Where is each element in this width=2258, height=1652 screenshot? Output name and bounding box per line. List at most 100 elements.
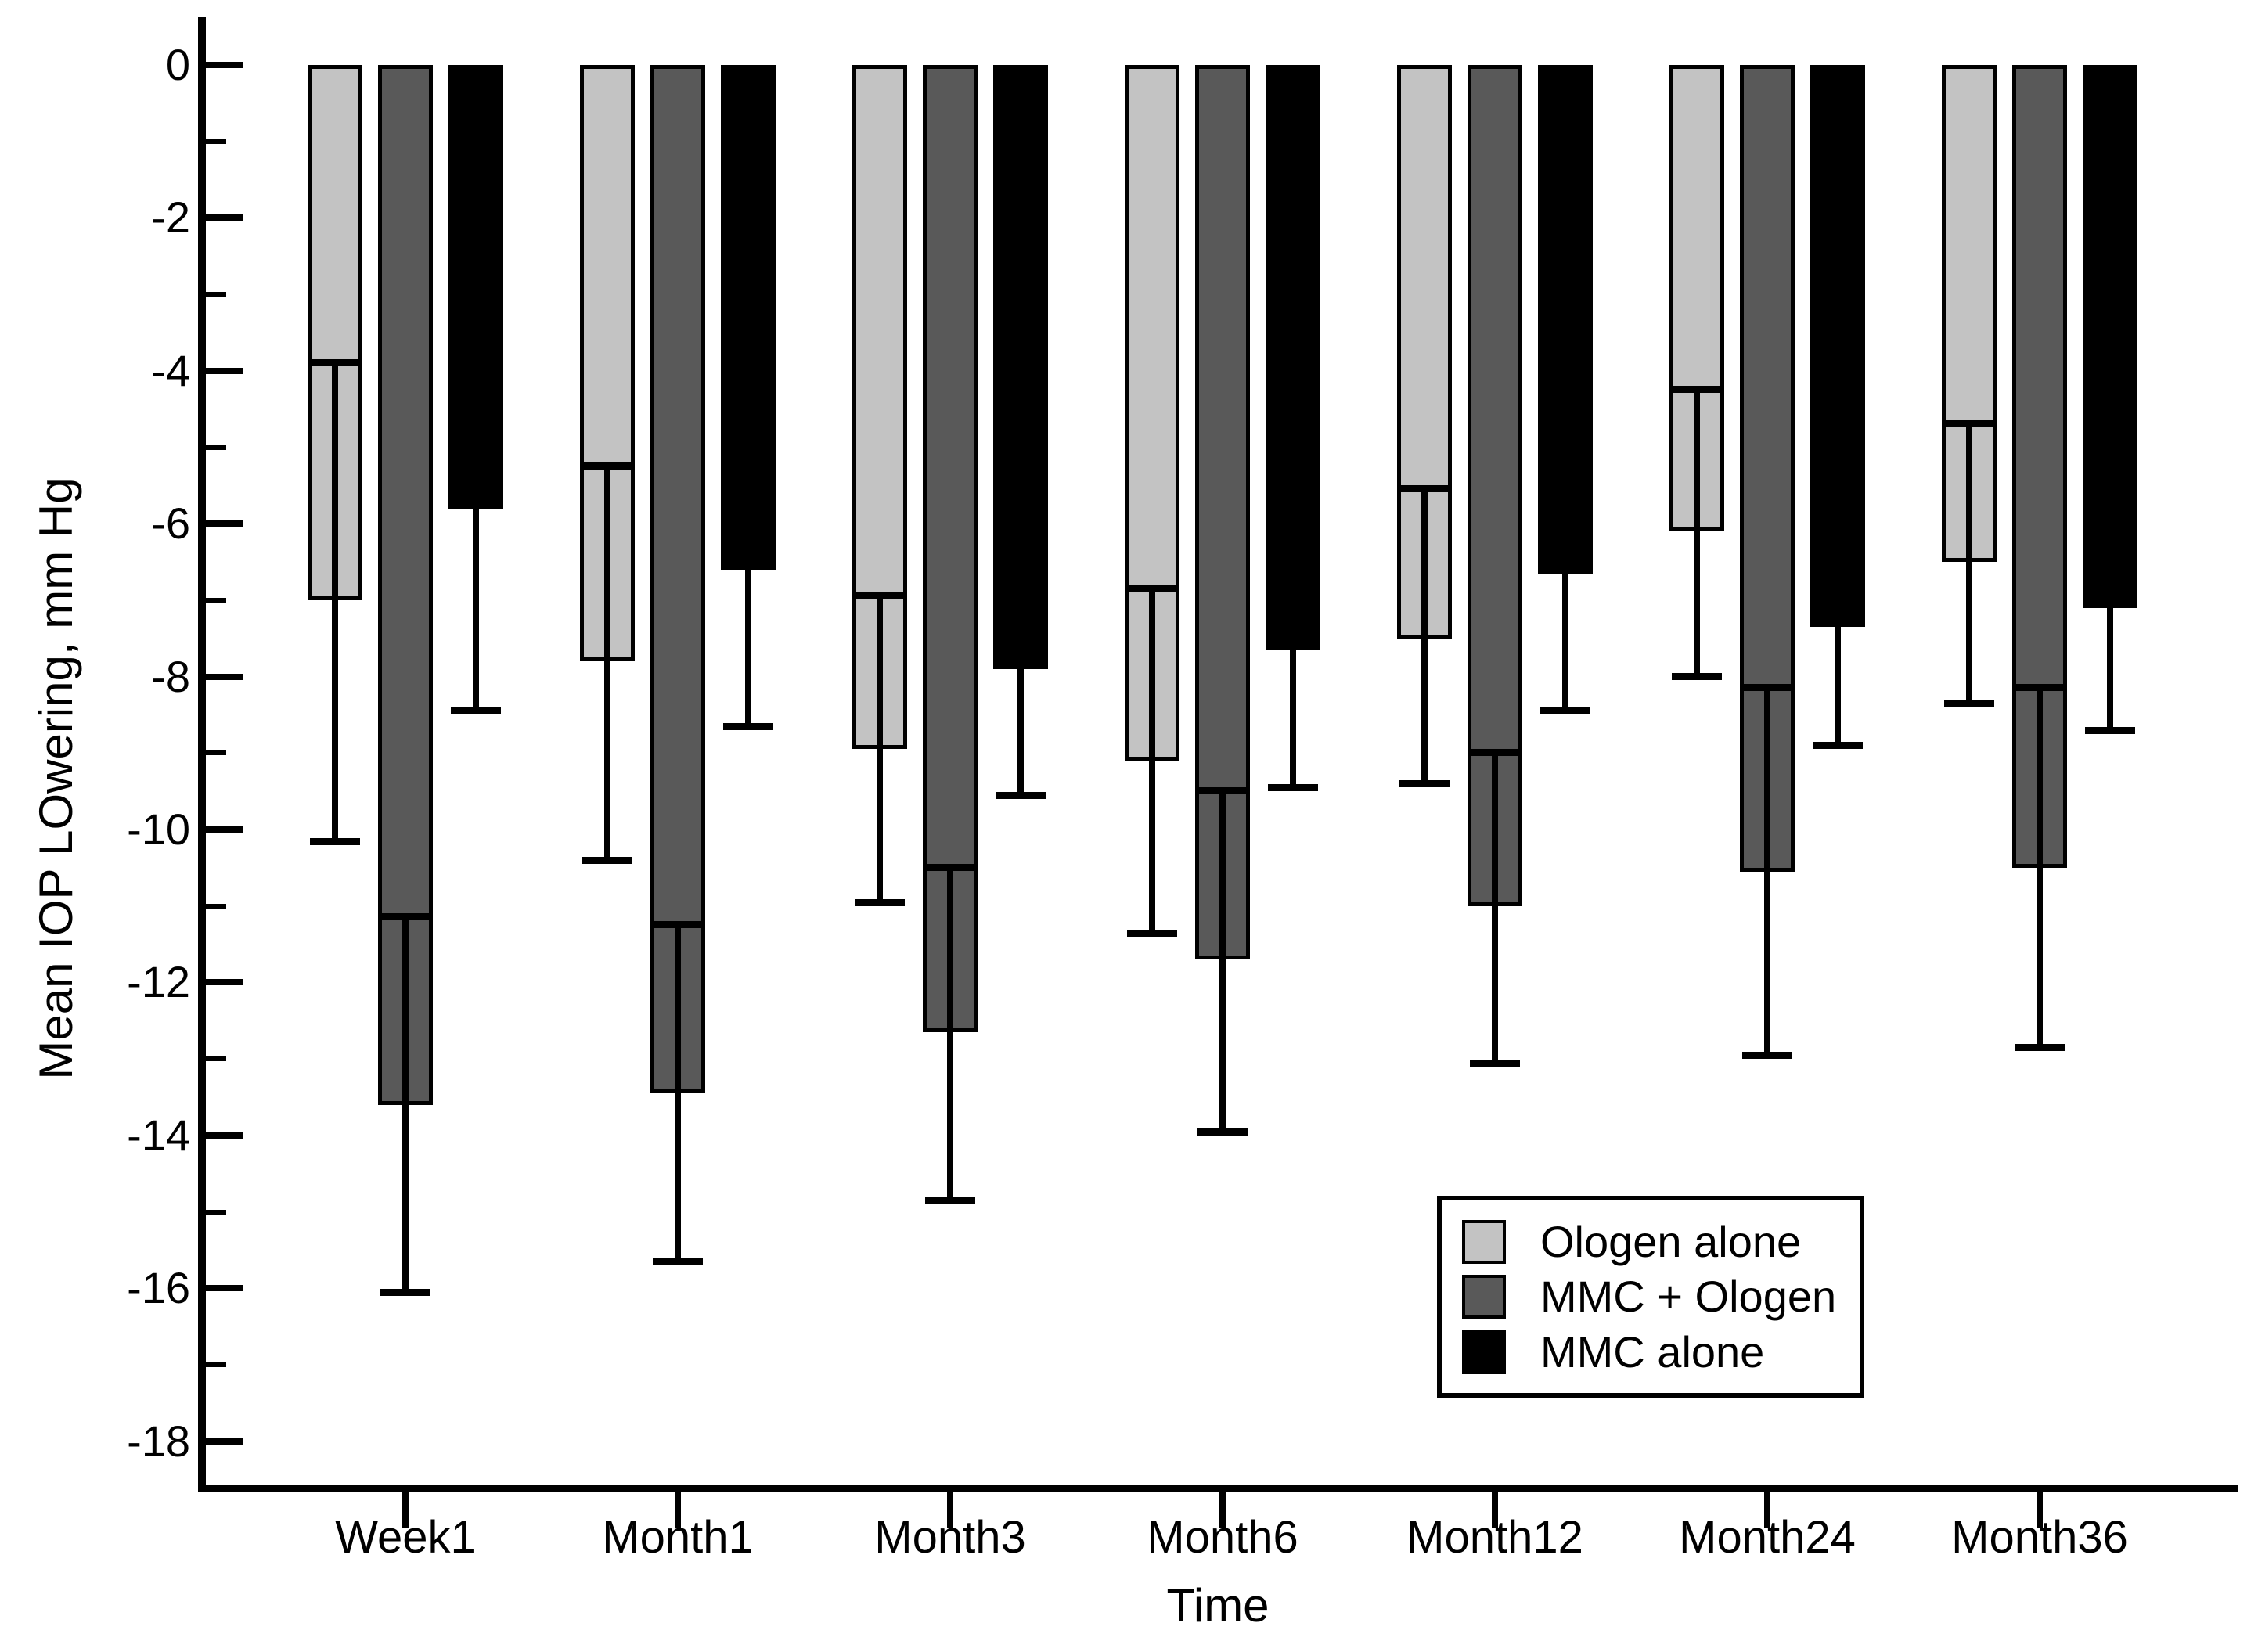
- y-tick-label: -14: [127, 1110, 190, 1160]
- y-major-tick: [206, 1285, 243, 1292]
- x-tick: [402, 1492, 409, 1528]
- error-bar-bottom-cap: [855, 898, 905, 906]
- x-axis-title: Time: [1166, 1579, 1269, 1632]
- y-minor-tick: [206, 1362, 226, 1367]
- error-bar-bottom-cap: [310, 837, 360, 845]
- x-tick: [1764, 1492, 1770, 1528]
- y-major-tick: [206, 62, 243, 68]
- legend-swatch-icon: [1462, 1219, 1506, 1264]
- y-minor-tick: [206, 444, 226, 450]
- error-bar-bottom-cap: [1813, 742, 1863, 750]
- error-bar-top-cap: [582, 462, 632, 470]
- error-bar-line: [1764, 684, 1770, 1060]
- y-major-tick: [206, 214, 243, 221]
- error-bar-bottom-cap: [1197, 1128, 1248, 1136]
- x-category-label: Week1: [335, 1512, 476, 1563]
- error-bar-bottom-cap: [1470, 1059, 1520, 1067]
- bar: [1810, 65, 1865, 628]
- error-bar-top-cap: [1127, 585, 1177, 592]
- error-bar-line: [1966, 420, 1972, 707]
- error-bar-line: [604, 462, 610, 864]
- y-minor-tick: [206, 1056, 226, 1062]
- error-bar-top-cap: [653, 921, 703, 929]
- y-major-tick: [206, 367, 243, 374]
- error-bar-top-cap: [1742, 684, 1792, 692]
- bar: [721, 65, 776, 570]
- y-tick-label: -6: [151, 498, 190, 549]
- error-bar-line: [1017, 668, 1024, 799]
- x-category-label: Month1: [602, 1512, 754, 1563]
- error-bar-bottom-cap: [1742, 1052, 1792, 1060]
- legend-item-label: MMC + Ologen: [1540, 1272, 1837, 1321]
- error-bar-bottom-cap: [1399, 780, 1450, 788]
- y-tick-label: 0: [165, 40, 190, 89]
- error-bar-line: [1149, 585, 1155, 937]
- y-tick-label: -18: [127, 1416, 190, 1466]
- error-bar-line: [2037, 684, 2043, 1052]
- error-bar-line: [1219, 787, 1226, 1136]
- bar: [2083, 65, 2137, 608]
- x-tick: [947, 1492, 953, 1528]
- x-category-label: Month3: [874, 1512, 1026, 1563]
- bar: [1669, 65, 1724, 531]
- error-bar-line: [1835, 627, 1841, 750]
- error-bar-line: [1492, 749, 1498, 1067]
- legend-item: Ologen alone: [1462, 1219, 1844, 1264]
- error-bar-bottom-cap: [1944, 700, 1994, 707]
- bar: [448, 65, 503, 509]
- x-category-label: Month36: [1951, 1512, 2128, 1563]
- error-bar-bottom-cap: [380, 1288, 430, 1296]
- error-bar-bottom-cap: [653, 1258, 703, 1265]
- error-bar-bottom-cap: [2015, 1044, 2065, 1052]
- y-minor-tick: [206, 1209, 226, 1215]
- y-minor-tick: [206, 750, 226, 756]
- x-category-label: Month6: [1147, 1512, 1298, 1563]
- bar: [993, 65, 1048, 669]
- error-bar-bottom-cap: [1540, 707, 1590, 715]
- x-tick: [675, 1492, 681, 1528]
- x-tick: [1219, 1492, 1226, 1528]
- error-bar-bottom-cap: [2085, 726, 2135, 734]
- bar: [1538, 65, 1593, 574]
- error-bar-line: [947, 863, 953, 1204]
- y-minor-tick: [206, 139, 226, 144]
- error-bar-bottom-cap: [1672, 673, 1722, 681]
- error-bar-top-cap: [925, 863, 975, 871]
- error-bar-line: [2107, 607, 2113, 734]
- x-tick: [2037, 1492, 2043, 1528]
- error-bar-line: [1290, 650, 1296, 792]
- error-bar-line: [402, 913, 409, 1296]
- error-bar-top-cap: [310, 359, 360, 367]
- error-bar-top-cap: [855, 592, 905, 600]
- x-axis-line: [198, 1485, 2238, 1492]
- error-bar-line: [675, 921, 681, 1265]
- error-bar-line: [1694, 386, 1700, 681]
- x-tick: [1492, 1492, 1498, 1528]
- y-minor-tick: [206, 292, 226, 297]
- y-axis-title: Mean IOP LOwering, mm Hg: [30, 477, 82, 1080]
- error-bar-top-cap: [1197, 787, 1248, 795]
- error-bar-bottom-cap: [451, 707, 501, 715]
- legend-swatch-icon: [1462, 1275, 1506, 1319]
- y-major-tick: [206, 979, 243, 986]
- y-tick-label: -12: [127, 957, 190, 1007]
- error-bar-line: [745, 569, 751, 730]
- y-major-tick: [206, 826, 243, 833]
- error-bar-bottom-cap: [582, 856, 632, 864]
- error-bar-line: [1421, 485, 1428, 788]
- error-bar-line: [877, 592, 883, 906]
- error-bar-bottom-cap: [925, 1197, 975, 1204]
- y-minor-tick: [206, 903, 226, 909]
- error-bar-bottom-cap: [723, 722, 773, 730]
- legend-item: MMC + Ologen: [1462, 1275, 1844, 1319]
- error-bar-line: [473, 508, 479, 715]
- legend-swatch-icon: [1462, 1330, 1506, 1374]
- bar: [1266, 65, 1320, 650]
- x-category-label: Month12: [1406, 1512, 1583, 1563]
- y-tick-label: -8: [151, 651, 190, 701]
- legend-item: MMC alone: [1462, 1330, 1844, 1374]
- x-category-label: Month24: [1679, 1512, 1856, 1563]
- legend: Ologen alone MMC + Ologen MMC alone: [1437, 1196, 1864, 1398]
